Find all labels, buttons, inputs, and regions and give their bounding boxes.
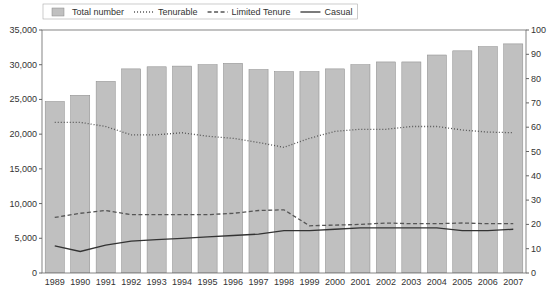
legend-label: Total number bbox=[72, 7, 124, 17]
bar bbox=[351, 65, 370, 273]
x-tick-label: 1990 bbox=[70, 277, 90, 287]
y-tick-label: 30,000 bbox=[9, 60, 37, 70]
y2-tick bbox=[526, 78, 529, 79]
legend-label: Casual bbox=[324, 7, 352, 17]
y-tick-label: 25,000 bbox=[9, 94, 37, 104]
x-tick-label: 2002 bbox=[376, 277, 396, 287]
x-tick-label: 1989 bbox=[45, 277, 65, 287]
x-tick-label: 1996 bbox=[223, 277, 243, 287]
x-tick-label: 1995 bbox=[198, 277, 218, 287]
bar bbox=[453, 51, 472, 273]
y2-tick bbox=[526, 127, 529, 128]
y2-tick bbox=[526, 224, 529, 225]
x-tick-label: 2007 bbox=[503, 277, 523, 287]
y-tick bbox=[39, 64, 42, 65]
y-tick bbox=[39, 238, 42, 239]
y-tick bbox=[39, 134, 42, 135]
y-tick-label: 35,000 bbox=[9, 25, 37, 35]
y2-tick bbox=[526, 175, 529, 176]
y-tick bbox=[39, 30, 42, 31]
y-tick bbox=[39, 99, 42, 100]
legend-swatch bbox=[300, 11, 320, 12]
legend-swatch bbox=[134, 11, 154, 12]
y2-tick-label: 0 bbox=[531, 268, 536, 278]
x-tick-label: 2003 bbox=[401, 277, 421, 287]
y2-tick bbox=[526, 102, 529, 103]
x-tick-label: 2006 bbox=[478, 277, 498, 287]
y2-tick-label: 100 bbox=[531, 25, 546, 35]
x-tick-label: 1997 bbox=[249, 277, 269, 287]
legend: Total number Tenurable Limited Tenure Casua… bbox=[43, 4, 357, 19]
y2-tick-label: 40 bbox=[531, 171, 541, 181]
line bbox=[55, 122, 514, 147]
legend-label: Tenurable bbox=[158, 7, 198, 17]
x-tick-label: 1999 bbox=[299, 277, 319, 287]
x-tick-label: 1991 bbox=[96, 277, 116, 287]
y2-tick bbox=[526, 54, 529, 55]
y2-tick-label: 10 bbox=[531, 244, 541, 254]
y2-tick bbox=[526, 273, 529, 274]
plot-data bbox=[45, 44, 523, 273]
y2-tick-label: 90 bbox=[531, 49, 541, 59]
line bbox=[55, 210, 514, 226]
bar bbox=[198, 65, 217, 273]
bar bbox=[224, 63, 243, 273]
legend-label: Limited Tenure bbox=[232, 7, 291, 17]
y2-tick bbox=[526, 151, 529, 152]
bar bbox=[376, 62, 395, 273]
y-tick bbox=[39, 168, 42, 169]
x-tick-label: 1998 bbox=[274, 277, 294, 287]
y-axis: 0 5,000 10,000 15,000 20,000 25,000 30,000 35,0… bbox=[9, 25, 42, 278]
x-tick-label: 2001 bbox=[350, 277, 370, 287]
y2-tick-label: 20 bbox=[531, 219, 541, 229]
y2-tick-label: 80 bbox=[531, 74, 541, 84]
bar bbox=[427, 55, 446, 273]
legend-frame bbox=[43, 4, 357, 19]
y-tick-label: 20,000 bbox=[9, 129, 37, 139]
bar bbox=[300, 72, 319, 273]
x-tick-label: 2000 bbox=[325, 277, 345, 287]
bar bbox=[504, 44, 523, 273]
bar bbox=[402, 62, 421, 273]
y-tick-label: 5,000 bbox=[14, 233, 37, 243]
y2-tick-label: 60 bbox=[531, 122, 541, 132]
bar bbox=[147, 67, 166, 273]
legend-swatch bbox=[208, 11, 228, 12]
y-tick bbox=[39, 273, 42, 274]
y2-tick-label: 30 bbox=[531, 195, 541, 205]
y2-axis: 0 10 20 30 40 50 60 70 80 90 100 bbox=[526, 25, 546, 278]
chart: 0 5,000 10,000 15,000 20,000 25,000 30,000 35,0… bbox=[0, 0, 552, 293]
y2-tick bbox=[526, 248, 529, 249]
line bbox=[55, 228, 514, 252]
frame bbox=[42, 30, 526, 273]
bar bbox=[325, 69, 344, 273]
y-tick-label: 10,000 bbox=[9, 199, 37, 209]
bar bbox=[274, 72, 293, 273]
x-tick-label: 1993 bbox=[147, 277, 167, 287]
bar bbox=[173, 66, 192, 273]
y-tick-label: 0 bbox=[32, 268, 37, 278]
bar bbox=[478, 47, 497, 273]
y2-tick bbox=[526, 30, 529, 31]
y-tick bbox=[39, 203, 42, 204]
x-tick-label: 1992 bbox=[121, 277, 141, 287]
y2-tick-label: 50 bbox=[531, 147, 541, 157]
legend-swatch bbox=[52, 8, 64, 16]
bar bbox=[249, 70, 268, 273]
x-tick-label: 1994 bbox=[172, 277, 192, 287]
y2-tick bbox=[526, 200, 529, 201]
x-axis: 1989 1990 1991 1992 1993 1994 1995 1996 1997 1998… bbox=[45, 277, 524, 287]
x-tick-label: 2004 bbox=[427, 277, 447, 287]
y2-tick-label: 70 bbox=[531, 98, 541, 108]
y-tick-label: 15,000 bbox=[9, 164, 37, 174]
x-tick-label: 2005 bbox=[452, 277, 472, 287]
